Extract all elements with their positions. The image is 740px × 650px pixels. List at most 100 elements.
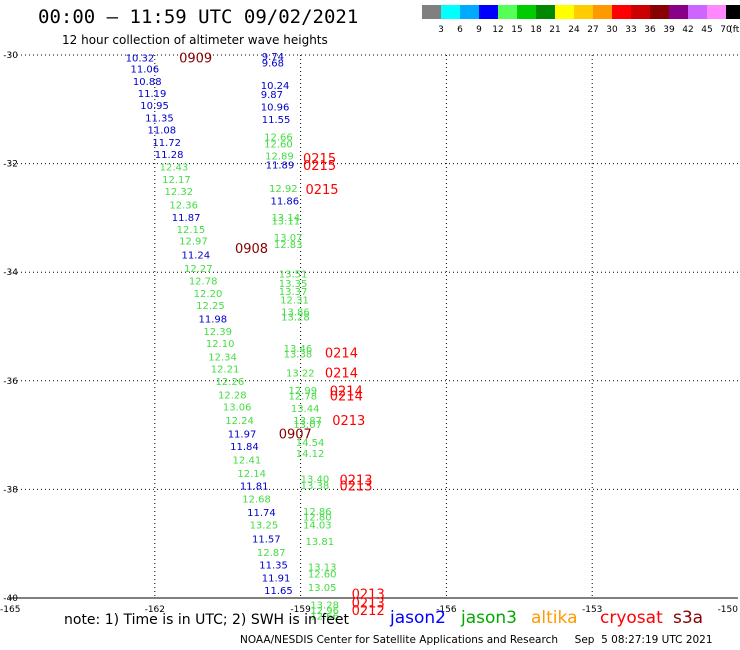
colorbar-label: 42: [682, 25, 693, 35]
wave-height-label: 12.17: [162, 175, 191, 186]
wave-height-label: 12.41: [233, 456, 262, 467]
wave-height-label: 13.28: [281, 313, 310, 324]
colorbar-swatch: [479, 5, 498, 19]
wave-height-label: 12.10: [206, 339, 235, 350]
wave-height-label: 10.88: [133, 77, 162, 88]
wave-height-label: 10.24: [261, 81, 290, 92]
time-label: 0215: [305, 183, 338, 198]
wave-height-label: 11.98: [199, 314, 228, 325]
colorbar-swatch: [707, 5, 726, 19]
x-tick-label: -156: [436, 605, 457, 615]
colorbar-label: 27: [587, 25, 598, 35]
wave-height-label: 13.07: [274, 233, 303, 244]
wave-height-label: 13.25: [250, 521, 279, 532]
satellite-legend-altika: altika: [531, 608, 578, 628]
wave-height-label: 11.06: [131, 65, 160, 76]
colorbar-label: 70: [720, 25, 732, 35]
wave-height-label: 11.08: [148, 125, 177, 136]
satellite-legend-cryosat: cryosat: [600, 608, 663, 628]
wave-height-label: 12.32: [165, 187, 194, 198]
time-label: 0212: [352, 604, 385, 619]
wave-height-label: 10.32: [126, 54, 155, 65]
colorbar-swatch: [593, 5, 612, 19]
y-tick-label: -38: [3, 485, 18, 495]
wave-height-label: 13.35: [279, 279, 308, 290]
colorbar-swatch: [669, 5, 688, 19]
colorbar-swatch: [422, 5, 441, 19]
wave-height-label: 12.14: [237, 469, 266, 480]
wave-height-label: 9.74: [262, 52, 284, 63]
wave-height-label: 12.96: [310, 606, 339, 617]
colorbar-label: 33: [625, 25, 636, 35]
wave-height-label: 11.81: [240, 482, 269, 493]
time-label: 0213: [352, 588, 385, 603]
wave-height-label: 13.11: [271, 217, 300, 228]
wave-height-label: 12.83: [274, 240, 303, 251]
wave-height-label: 12.89: [265, 151, 294, 162]
wave-height-label: 13.28: [310, 601, 339, 612]
wave-height-label: 12.34: [208, 352, 237, 363]
colorbar-label: 15: [511, 25, 522, 35]
wave-height-label: 13.81: [305, 537, 334, 548]
wave-height-label: 13.46: [284, 344, 313, 355]
wave-height-label: 12.78: [189, 276, 218, 287]
colorbar-label: 30: [606, 25, 618, 35]
wave-height-label: 12.68: [242, 495, 271, 506]
wave-height-label: 13.22: [286, 369, 315, 380]
colorbar-label: 21: [549, 25, 560, 35]
time-label: 0213: [352, 596, 385, 611]
wave-height-label: 11.24: [182, 250, 211, 261]
wave-height-label: 12.78: [288, 391, 317, 402]
wave-height-label: 14.03: [303, 521, 332, 532]
x-tick-label: -153: [582, 605, 602, 615]
time-label: 0908: [235, 242, 268, 257]
wave-height-label: 12.24: [225, 416, 254, 427]
colorbar-label: 3: [438, 25, 444, 35]
wave-height-label: 14.54: [296, 438, 325, 449]
wave-height-label: 9.87: [261, 90, 283, 101]
wave-height-label: 11.74: [247, 508, 276, 519]
wave-height-label: 11.35: [145, 113, 174, 124]
wave-height-label: 11.55: [262, 115, 291, 126]
colorbar-swatch: [498, 5, 517, 19]
wave-height-label: 11.19: [138, 89, 167, 100]
wave-height-label: 12.66: [310, 611, 339, 622]
wave-height-label: 13.37: [279, 287, 308, 298]
wave-height-label: 13.14: [271, 213, 300, 224]
colorbar-label: 45: [701, 25, 712, 35]
wave-height-label: 12.26: [216, 377, 245, 388]
colorbar-swatch: [441, 5, 460, 19]
satellite-legend-jason3: jason3: [461, 608, 517, 628]
wave-height-label: 12.15: [177, 225, 206, 236]
x-tick-label: -150: [718, 605, 739, 615]
page-subtitle: 12 hour collection of altimeter wave hei…: [62, 33, 328, 47]
wave-height-label: 12.28: [218, 390, 247, 401]
wave-height-label: 9.68: [262, 59, 284, 70]
wave-height-label: 12.43: [160, 162, 189, 173]
wave-height-label: 12.99: [288, 386, 317, 397]
wave-height-label: 12.20: [194, 289, 223, 300]
wave-height-label: 13.86: [281, 307, 310, 318]
x-tick-label: -165: [0, 605, 20, 615]
wave-height-label: 11.72: [152, 138, 181, 149]
wave-height-label: 13.87: [293, 416, 322, 427]
wave-height-label: 12.97: [179, 237, 208, 248]
wave-height-label: 12.27: [184, 264, 213, 275]
footer-credit: NOAA/NESDIS Center for Satellite Applica…: [240, 634, 713, 646]
wave-height-label: 11.57: [252, 534, 281, 545]
y-tick-label: -32: [3, 160, 18, 170]
y-tick-label: -34: [3, 268, 18, 278]
time-label: 0215: [303, 152, 336, 167]
wave-height-label: 14.12: [296, 449, 325, 460]
time-label: 0215: [303, 159, 336, 174]
colorbar-swatch: [460, 5, 479, 19]
wave-height-label: 11.89: [266, 161, 295, 172]
wave-height-label: 11.86: [270, 197, 299, 208]
wave-height-label: 11.35: [259, 560, 288, 571]
wave-height-label: 12.60: [264, 140, 293, 151]
wave-height-label: 12.39: [203, 327, 232, 338]
x-tick-label: -162: [145, 605, 165, 615]
wave-height-label: 13.05: [308, 583, 337, 594]
colorbar-label: 24: [568, 25, 580, 35]
